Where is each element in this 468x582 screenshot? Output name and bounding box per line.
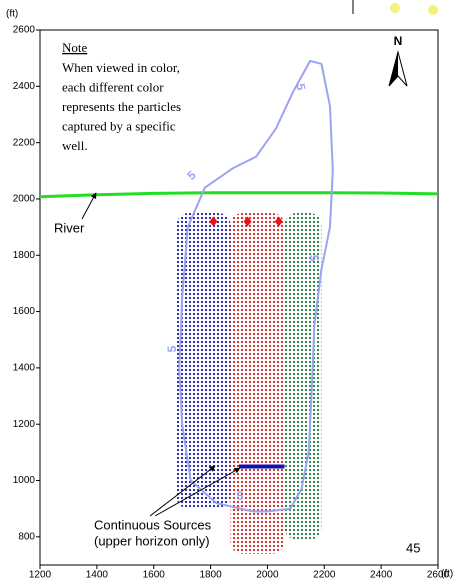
marks: 5 5 5 5 5 xyxy=(39,59,439,554)
x-tick-label: 2600 xyxy=(427,570,450,581)
note-line: each different color xyxy=(62,79,164,94)
y-tick-label: 1400 xyxy=(13,363,36,374)
x-unit-label: (ft) xyxy=(441,569,453,580)
arrow xyxy=(149,465,216,517)
y-tick-label: 2600 xyxy=(13,25,36,36)
x-tick-label: 2200 xyxy=(313,570,336,581)
well xyxy=(274,216,283,227)
y-tick-label: 1000 xyxy=(13,475,36,486)
sources-label: Continuous Sources xyxy=(94,517,212,532)
y-tick-label: 1600 xyxy=(13,306,36,317)
decoration xyxy=(390,3,400,13)
particle-zone xyxy=(284,213,322,540)
y-unit-label: (ft) xyxy=(6,9,18,20)
y-tick-label: 800 xyxy=(18,531,35,542)
y-tick-label: 2200 xyxy=(13,137,36,148)
river-label: River xyxy=(54,220,85,235)
contour-label: 5 xyxy=(237,489,244,503)
note-line: captured by a specific xyxy=(62,118,176,133)
x-tick-label: 2400 xyxy=(370,570,393,581)
plot-frame xyxy=(39,29,439,566)
x-tick-label: 1200 xyxy=(29,570,52,581)
x-tick-label: 1600 xyxy=(143,570,166,581)
particle-zone xyxy=(230,213,285,554)
x-tick-label: 1400 xyxy=(86,570,109,581)
arrow xyxy=(81,192,97,220)
note-line: well. xyxy=(62,138,88,153)
x-tick-label: 1800 xyxy=(199,570,222,581)
contour-label: 5 xyxy=(165,345,179,352)
particle-zone xyxy=(176,213,231,509)
contour-line xyxy=(178,59,334,513)
arrow xyxy=(154,467,241,517)
contour-label: 5 xyxy=(184,168,198,183)
y-tick-label: 2400 xyxy=(13,81,36,92)
contour-label: 5 xyxy=(307,255,321,262)
well xyxy=(209,216,218,227)
panel-number: 45 xyxy=(406,540,420,555)
river xyxy=(39,191,439,199)
decoration xyxy=(428,5,438,15)
north-arrow xyxy=(389,52,398,86)
well xyxy=(243,216,252,227)
note-line: When viewed in color, xyxy=(62,60,180,75)
y-tick-label: 1200 xyxy=(13,419,36,430)
contour-label: 5 xyxy=(293,82,308,91)
note: When viewed in color, each different colo… xyxy=(62,60,181,153)
north-label: N xyxy=(394,34,403,48)
note-line: represents the particles xyxy=(62,99,181,114)
y-tick-label: 1800 xyxy=(13,250,36,261)
y-tick-label: 2000 xyxy=(13,194,36,205)
note-title: Note xyxy=(62,40,88,55)
sources-label: (upper horizon only) xyxy=(94,533,210,548)
x-tick-label: 2000 xyxy=(256,570,279,581)
